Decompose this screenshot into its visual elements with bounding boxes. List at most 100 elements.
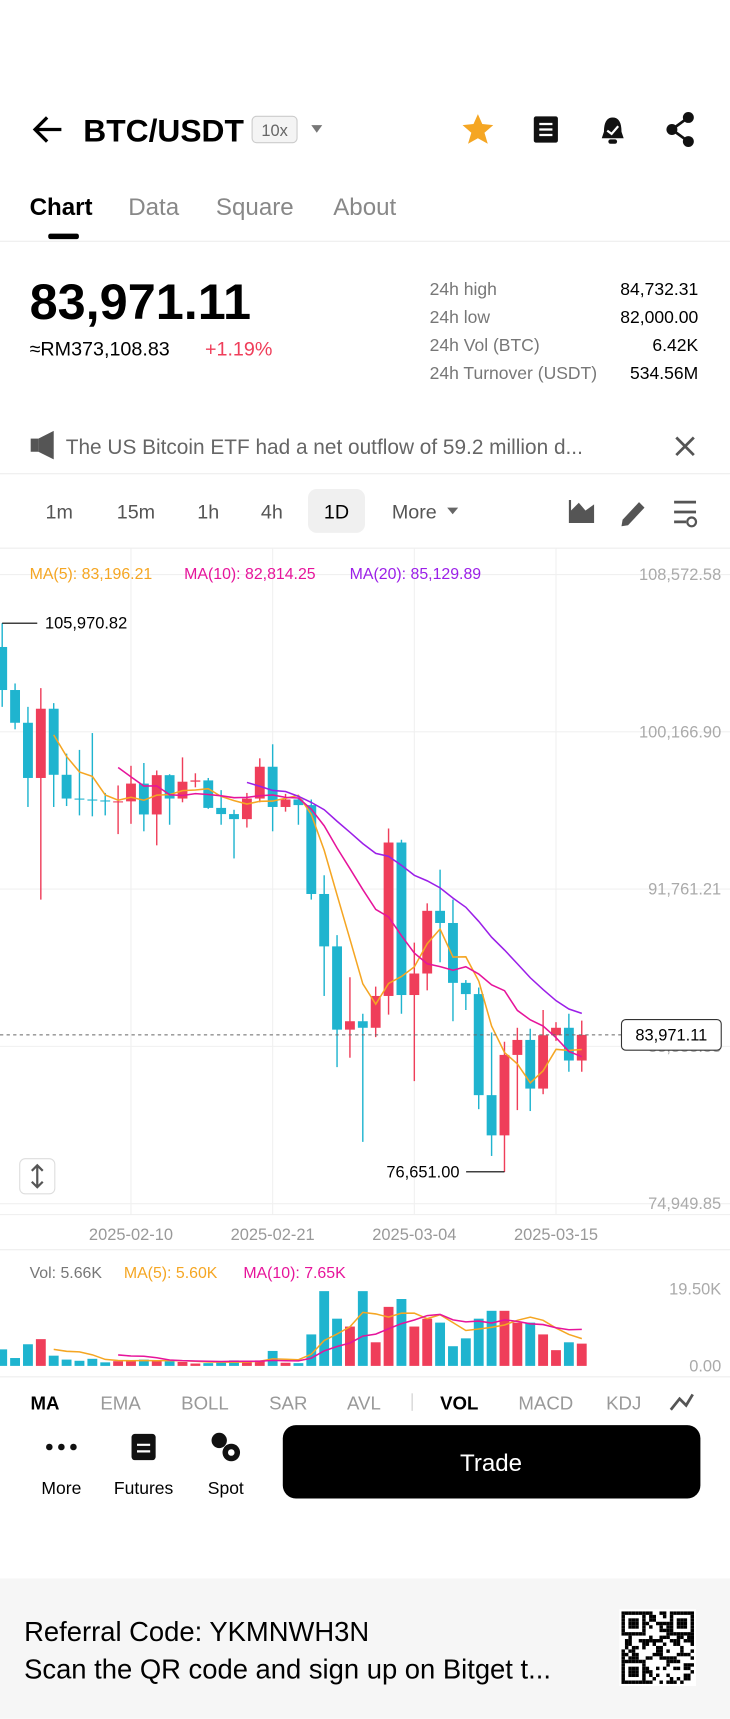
candle-body (138, 783, 149, 815)
alert-icon[interactable] (601, 117, 624, 144)
timeframe[interactable]: 1h (197, 502, 219, 524)
qr-cell (621, 1670, 625, 1674)
trade-button[interactable] (282, 1425, 701, 1499)
qr-cell (662, 1642, 667, 1646)
volume-bar (35, 1339, 46, 1366)
qr-cell (666, 1680, 670, 1684)
timeframe[interactable]: 15m (117, 502, 155, 524)
more-icon[interactable] (46, 1443, 77, 1451)
qr-cell (680, 1635, 684, 1640)
qr-cell (635, 1656, 639, 1660)
draw-icon[interactable] (621, 502, 645, 527)
y-tick-label: 19.50K (669, 1281, 721, 1299)
qr-cell (669, 1680, 674, 1684)
qr-cell (649, 1680, 653, 1684)
tab[interactable]: Data (128, 194, 180, 221)
qr-cell (642, 1611, 646, 1615)
volume-bar (499, 1310, 510, 1366)
indicator-tab[interactable]: SAR (269, 1393, 307, 1414)
volume-bar (525, 1322, 536, 1366)
timeframe[interactable]: 1m (45, 502, 72, 524)
timeframe[interactable]: 1D (324, 502, 349, 524)
x-tick-label: 2025-03-15 (514, 1226, 598, 1244)
qr-cell (649, 1656, 653, 1660)
leverage-badge[interactable] (251, 115, 298, 144)
back-button[interactable] (32, 116, 62, 143)
book-icon[interactable] (533, 116, 558, 143)
qr-cell (659, 1645, 663, 1650)
qr-cell (642, 1618, 646, 1622)
candle-body (35, 708, 46, 778)
volume-bar (293, 1363, 304, 1366)
candle-body (241, 798, 252, 820)
qr-cell (690, 1656, 694, 1660)
qr-cell (628, 1632, 632, 1636)
indicator-tab[interactable]: KDJ (606, 1393, 641, 1414)
action-label: Spot (208, 1478, 244, 1498)
stat-label: 24h low (430, 307, 491, 327)
candle-body (190, 780, 201, 782)
qr-cell (621, 1625, 625, 1629)
timeframe[interactable]: More (392, 502, 437, 524)
chart-type-icon[interactable] (568, 499, 595, 523)
qr-cell (642, 1625, 646, 1629)
indicator-settings-icon[interactable] (669, 1393, 694, 1411)
qr-cell (659, 1652, 663, 1657)
candle-body (126, 783, 136, 802)
qr-cell (656, 1649, 660, 1653)
candle-body (563, 1027, 574, 1061)
volume-bar (74, 1360, 85, 1366)
scale-toggle[interactable] (19, 1158, 56, 1195)
indicator-tab[interactable]: AVL (347, 1393, 381, 1414)
settings-icon[interactable] (674, 500, 698, 528)
qr-cell (631, 1673, 636, 1678)
qr-cell (666, 1663, 670, 1667)
qr-cell (645, 1670, 650, 1674)
volume-bar (126, 1360, 136, 1366)
favorite-icon[interactable] (462, 114, 494, 144)
tab[interactable]: Square (216, 194, 294, 221)
qr-cell (635, 1618, 639, 1622)
candle-body (254, 766, 265, 799)
more-dropdown[interactable] (447, 507, 459, 515)
qr-cell (642, 1645, 646, 1650)
candle-body (499, 1054, 510, 1136)
qr-cell (676, 1618, 681, 1622)
price-change: +1.19% (205, 338, 272, 360)
indicator-tab[interactable]: VOL (440, 1393, 478, 1414)
qr-cell (631, 1649, 636, 1653)
indicator-tab[interactable]: MACD (518, 1393, 573, 1414)
dropdown[interactable] (311, 125, 323, 133)
announcement[interactable]: The US Bitcoin ETF had a net outflow of … (66, 436, 583, 459)
qr-cell (690, 1614, 694, 1619)
referral-code: Referral Code: YKMNWH3N (24, 1616, 369, 1647)
qr-cell (649, 1673, 653, 1678)
qr-cell (631, 1652, 636, 1657)
qr-cell (624, 1611, 629, 1615)
timeframe[interactable]: 4h (261, 502, 283, 524)
futures-icon[interactable] (131, 1433, 156, 1461)
candle-body (448, 922, 458, 983)
leverage: 10x (261, 122, 288, 140)
qr-cell (690, 1621, 694, 1626)
qr-cell (631, 1621, 636, 1626)
qr-cell (662, 1628, 667, 1633)
share-icon[interactable] (666, 111, 694, 148)
indicator-tab[interactable]: MA (30, 1393, 59, 1414)
volume-bar (551, 1350, 561, 1366)
candle-body (383, 842, 394, 996)
indicator-tab[interactable]: EMA (100, 1393, 141, 1414)
qr-cell (676, 1652, 681, 1657)
qr-cell (659, 1621, 663, 1626)
indicator-tab[interactable]: BOLL (181, 1393, 229, 1414)
tab[interactable]: About (333, 194, 396, 221)
spot-icon[interactable] (211, 1432, 241, 1462)
qr-cell (631, 1625, 636, 1629)
volume-bar (538, 1334, 549, 1366)
qr-cell (690, 1635, 694, 1640)
close-button[interactable] (675, 436, 695, 457)
tab[interactable]: Chart (30, 194, 93, 221)
qr-cell (659, 1625, 663, 1629)
qr-cell (621, 1656, 625, 1660)
stat-label: 24h Vol (BTC) (430, 335, 540, 355)
